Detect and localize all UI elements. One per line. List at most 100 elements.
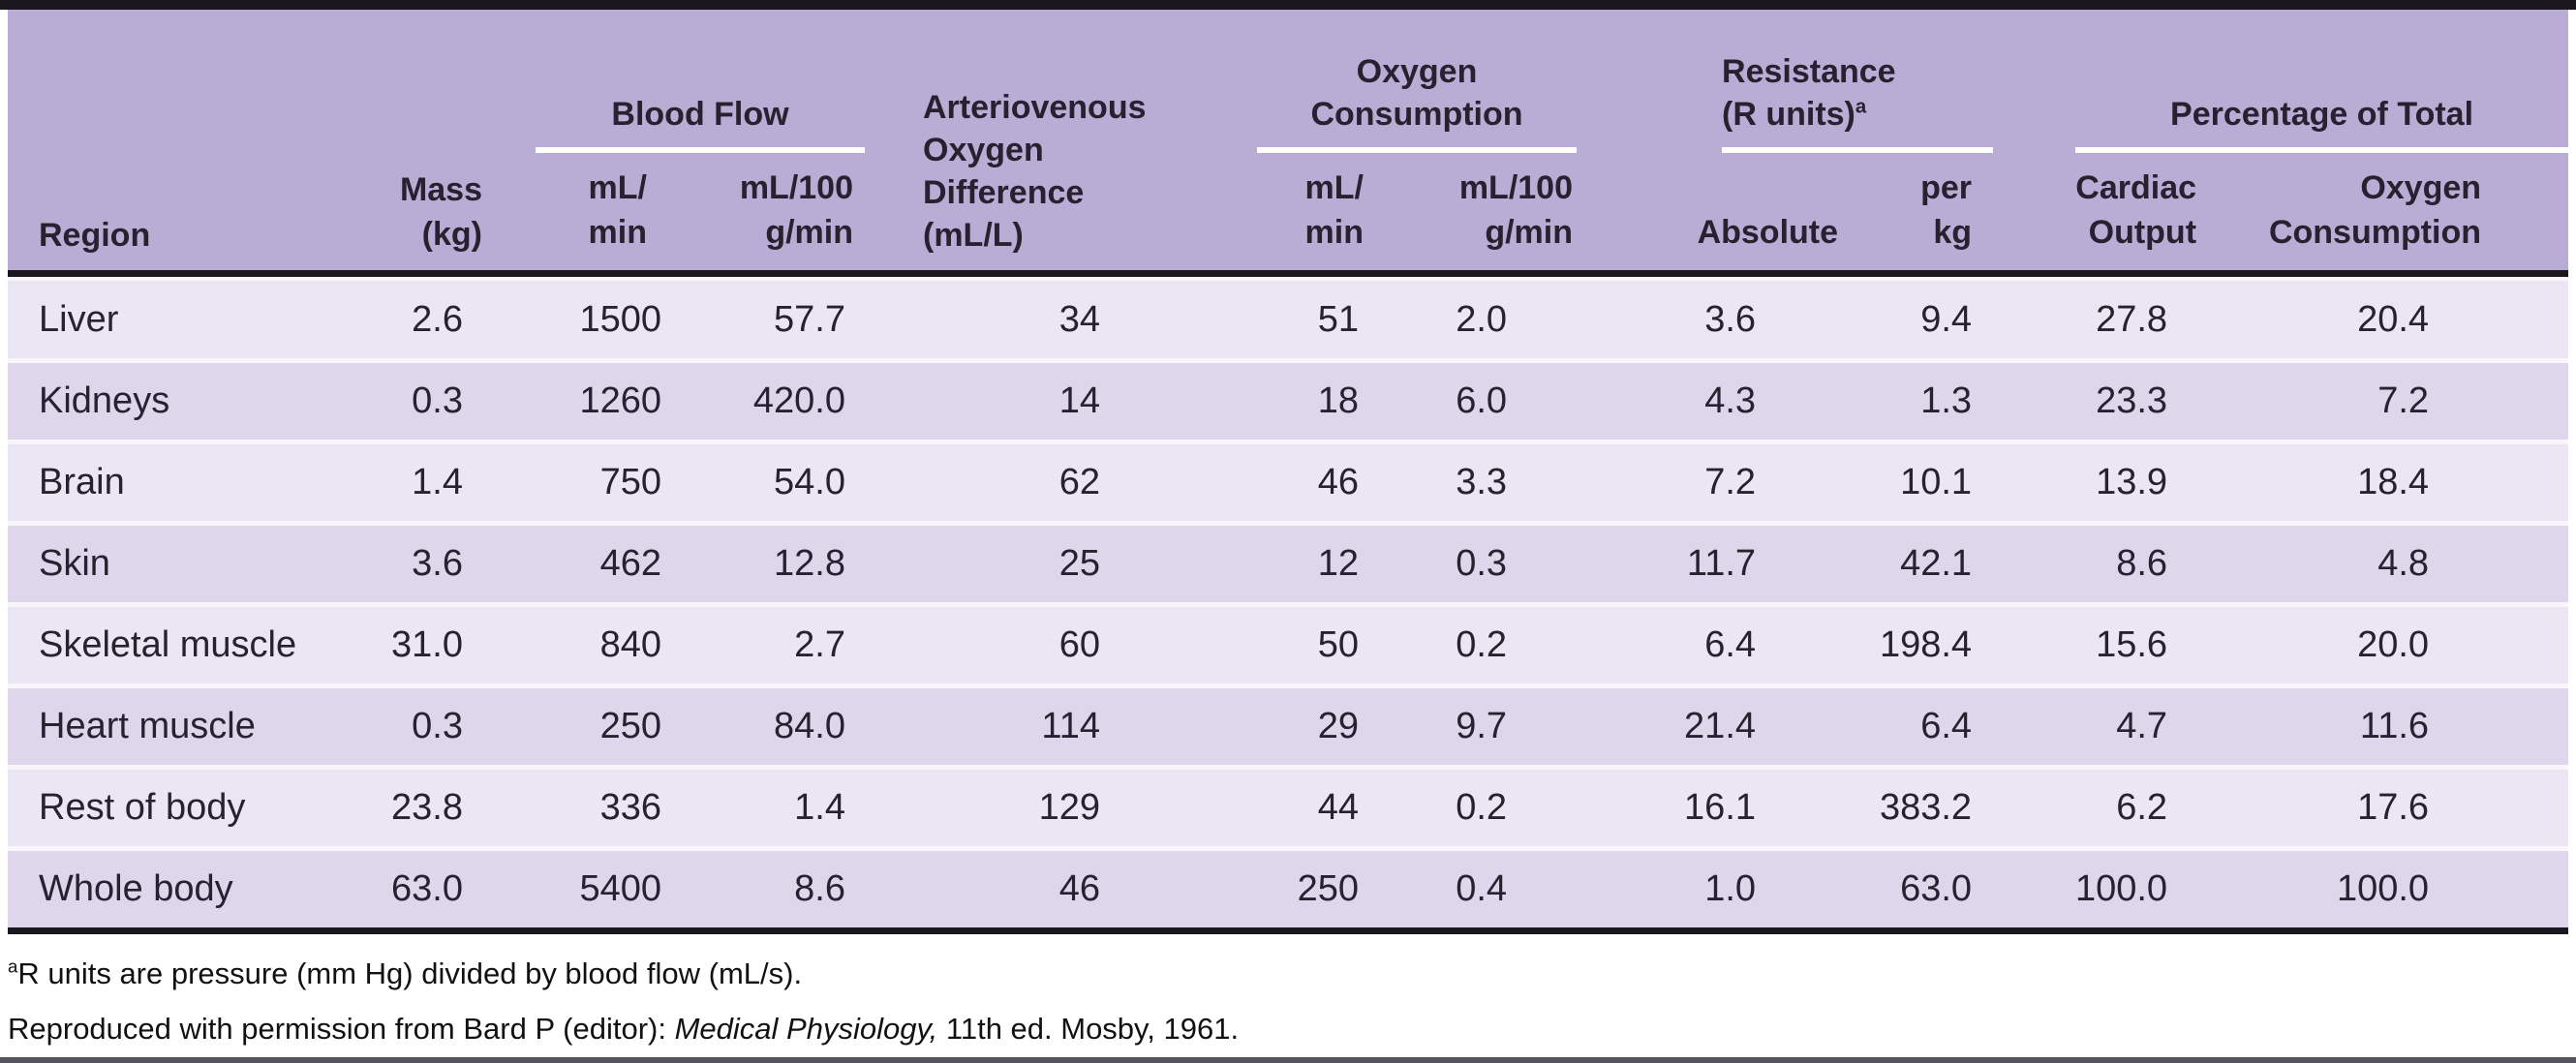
group-header-percentage-of-total: Percentage of Total <box>1993 10 2569 153</box>
cell-av-diff: 62 <box>865 440 1257 521</box>
cell-oc-ml-100: 9.7 <box>1378 683 1578 765</box>
cell-pct-oc: 20.0 <box>2196 602 2569 683</box>
cell-pct-oc: 11.6 <box>2196 683 2569 765</box>
cell-bf-ml-min: 1500 <box>482 277 681 358</box>
cell-region: Liver <box>8 277 327 358</box>
column-header-resistance-per-kg: per kg <box>1848 153 1994 277</box>
cell-pct-co: 23.3 <box>1993 358 2197 440</box>
cell-res-per-kg: 9.4 <box>1848 277 1994 358</box>
header-subcolumn-row: mL/ min mL/100 g/min mL/ min mL/100 g/mi… <box>8 153 2569 277</box>
group-header-blood-flow-label: Blood Flow <box>536 93 865 153</box>
cell-oc-ml-100: 3.3 <box>1378 440 1578 521</box>
cell-mass: 0.3 <box>327 358 482 440</box>
cell-region: Heart muscle <box>8 683 327 765</box>
cell-region: Brain <box>8 440 327 521</box>
cell-oc-ml-100: 0.2 <box>1378 765 1578 846</box>
cell-pct-oc: 17.6 <box>2196 765 2569 846</box>
cell-bf-ml-100: 54.0 <box>681 440 865 521</box>
bottom-rule <box>0 1057 2576 1063</box>
cell-res-per-kg: 383.2 <box>1848 765 1994 846</box>
column-header-arteriovenous-difference: Arteriovenous Oxygen Difference (mL/L) <box>865 10 1257 277</box>
footnotes: aR units are pressure (mm Hg) divided by… <box>0 934 2576 1062</box>
cell-oc-ml-100: 2.0 <box>1378 277 1578 358</box>
footnote-r-units: aR units are pressure (mm Hg) divided by… <box>8 946 2576 1001</box>
cell-pct-oc: 4.8 <box>2196 521 2569 602</box>
cell-res-per-kg: 10.1 <box>1848 440 1994 521</box>
cell-res-abs: 4.3 <box>1577 358 1849 440</box>
cell-oc-ml-min: 50 <box>1257 602 1378 683</box>
cell-mass: 2.6 <box>327 277 482 358</box>
cell-res-per-kg: 42.1 <box>1848 521 1994 602</box>
column-header-resistance-absolute: Absolute <box>1577 153 1849 277</box>
cell-res-abs: 1.0 <box>1577 846 1849 934</box>
cell-oc-ml-min: 44 <box>1257 765 1378 846</box>
footnote-text: R units are pressure (mm Hg) divided by … <box>17 957 803 990</box>
cell-bf-ml-min: 1260 <box>482 358 681 440</box>
cell-av-diff: 25 <box>865 521 1257 602</box>
cell-av-diff: 14 <box>865 358 1257 440</box>
column-header-oc-ml-100g: mL/100 g/min <box>1378 153 1578 277</box>
resistance-footnote-marker: a <box>1855 96 1867 118</box>
cell-bf-ml-100: 1.4 <box>681 765 865 846</box>
cell-mass: 31.0 <box>327 602 482 683</box>
group-header-oxygen-consumption-label: Oxygen Consumption <box>1257 50 1578 153</box>
group-header-blood-flow: Blood Flow <box>482 10 865 153</box>
table-row-whole-body: Whole body 63.0 5400 8.6 46 250 0.4 1.0 … <box>8 846 2569 934</box>
cell-pct-co: 6.2 <box>1993 765 2197 846</box>
cell-res-abs: 21.4 <box>1577 683 1849 765</box>
citation-suffix: 11th ed. Mosby, 1961. <box>937 1012 1240 1046</box>
footnote-marker: a <box>8 956 18 977</box>
cell-oc-ml-100: 0.4 <box>1378 846 1578 934</box>
cell-oc-ml-100: 6.0 <box>1378 358 1578 440</box>
cell-region: Whole body <box>8 846 327 934</box>
cell-pct-co: 100.0 <box>1993 846 2197 934</box>
table-row-kidneys: Kidneys 0.3 1260 420.0 14 18 6.0 4.3 1.3… <box>8 358 2569 440</box>
cell-oc-ml-min: 250 <box>1257 846 1378 934</box>
cell-mass: 63.0 <box>327 846 482 934</box>
cell-bf-ml-min: 840 <box>482 602 681 683</box>
cell-pct-co: 8.6 <box>1993 521 2197 602</box>
cell-res-abs: 7.2 <box>1577 440 1849 521</box>
cell-bf-ml-100: 2.7 <box>681 602 865 683</box>
column-header-region: Region <box>8 10 327 277</box>
column-header-pct-cardiac-output: Cardiac Output <box>1993 153 2197 277</box>
cell-region: Skin <box>8 521 327 602</box>
cell-bf-ml-100: 57.7 <box>681 277 865 358</box>
group-header-resistance-label: Resistance (R units)a <box>1722 50 1994 153</box>
cell-res-abs: 11.7 <box>1577 521 1849 602</box>
cell-av-diff: 114 <box>865 683 1257 765</box>
top-rule <box>0 0 2576 10</box>
cell-pct-co: 4.7 <box>1993 683 2197 765</box>
cell-res-per-kg: 6.4 <box>1848 683 1994 765</box>
cell-av-diff: 60 <box>865 602 1257 683</box>
cell-bf-ml-min: 336 <box>482 765 681 846</box>
cell-bf-ml-100: 84.0 <box>681 683 865 765</box>
cell-region: Rest of body <box>8 765 327 846</box>
cell-oc-ml-min: 18 <box>1257 358 1378 440</box>
cell-region: Skeletal muscle <box>8 602 327 683</box>
cell-bf-ml-100: 12.8 <box>681 521 865 602</box>
table-header: Region Mass (kg) Blood Flow Arteriovenou… <box>8 10 2569 277</box>
table-body: Liver 2.6 1500 57.7 34 51 2.0 3.6 9.4 27… <box>8 277 2569 934</box>
cell-bf-ml-100: 420.0 <box>681 358 865 440</box>
table-row-heart-muscle: Heart muscle 0.3 250 84.0 114 29 9.7 21.… <box>8 683 2569 765</box>
citation-prefix: Reproduced with permission from Bard P (… <box>8 1012 675 1046</box>
cell-bf-ml-min: 750 <box>482 440 681 521</box>
table-row-brain: Brain 1.4 750 54.0 62 46 3.3 7.2 10.1 13… <box>8 440 2569 521</box>
group-header-resistance: Resistance (R units)a <box>1577 10 1994 153</box>
table-row-rest-of-body: Rest of body 23.8 336 1.4 129 44 0.2 16.… <box>8 765 2569 846</box>
cell-region: Kidneys <box>8 358 327 440</box>
cell-res-per-kg: 1.3 <box>1848 358 1994 440</box>
cell-av-diff: 34 <box>865 277 1257 358</box>
column-header-oc-ml-min: mL/ min <box>1257 153 1378 277</box>
cell-oc-ml-100: 0.2 <box>1378 602 1578 683</box>
group-header-oxygen-consumption: Oxygen Consumption <box>1257 10 1578 153</box>
table-row-liver: Liver 2.6 1500 57.7 34 51 2.0 3.6 9.4 27… <box>8 277 2569 358</box>
column-header-pct-oxygen-consumption: Oxygen Consumption <box>2196 153 2569 277</box>
resistance-label-text: Resistance (R units) <box>1722 53 1896 133</box>
cell-mass: 0.3 <box>327 683 482 765</box>
citation-title: Medical Physiology, <box>674 1012 938 1046</box>
column-header-bf-ml-min: mL/ min <box>482 153 681 277</box>
cell-oc-ml-min: 12 <box>1257 521 1378 602</box>
